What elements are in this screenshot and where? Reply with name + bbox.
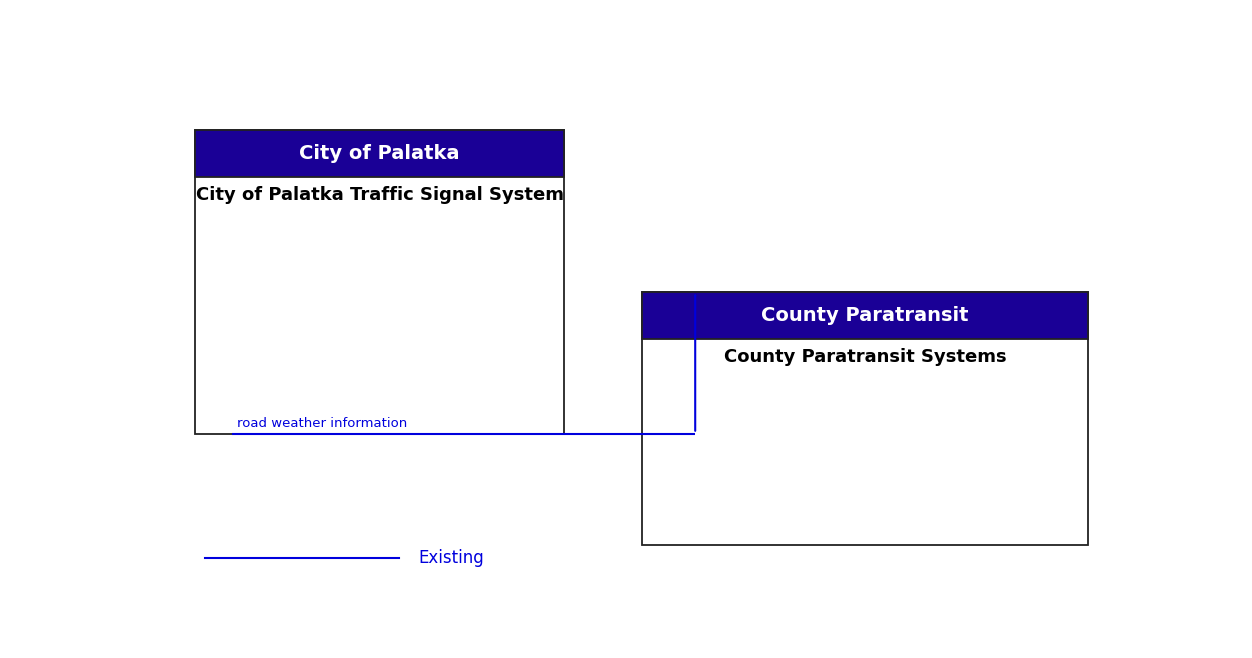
Text: County Paratransit: County Paratransit	[761, 306, 969, 324]
Text: road weather information: road weather information	[237, 417, 407, 430]
Text: City of Palatka: City of Palatka	[299, 143, 459, 163]
Text: City of Palatka Traffic Signal System: City of Palatka Traffic Signal System	[195, 186, 563, 204]
Bar	[641, 291, 1088, 545]
Bar	[641, 291, 1088, 339]
Bar	[195, 130, 563, 434]
Text: County Paratransit Systems: County Paratransit Systems	[724, 347, 1007, 366]
Bar	[195, 130, 563, 177]
Text: Existing: Existing	[418, 549, 485, 567]
